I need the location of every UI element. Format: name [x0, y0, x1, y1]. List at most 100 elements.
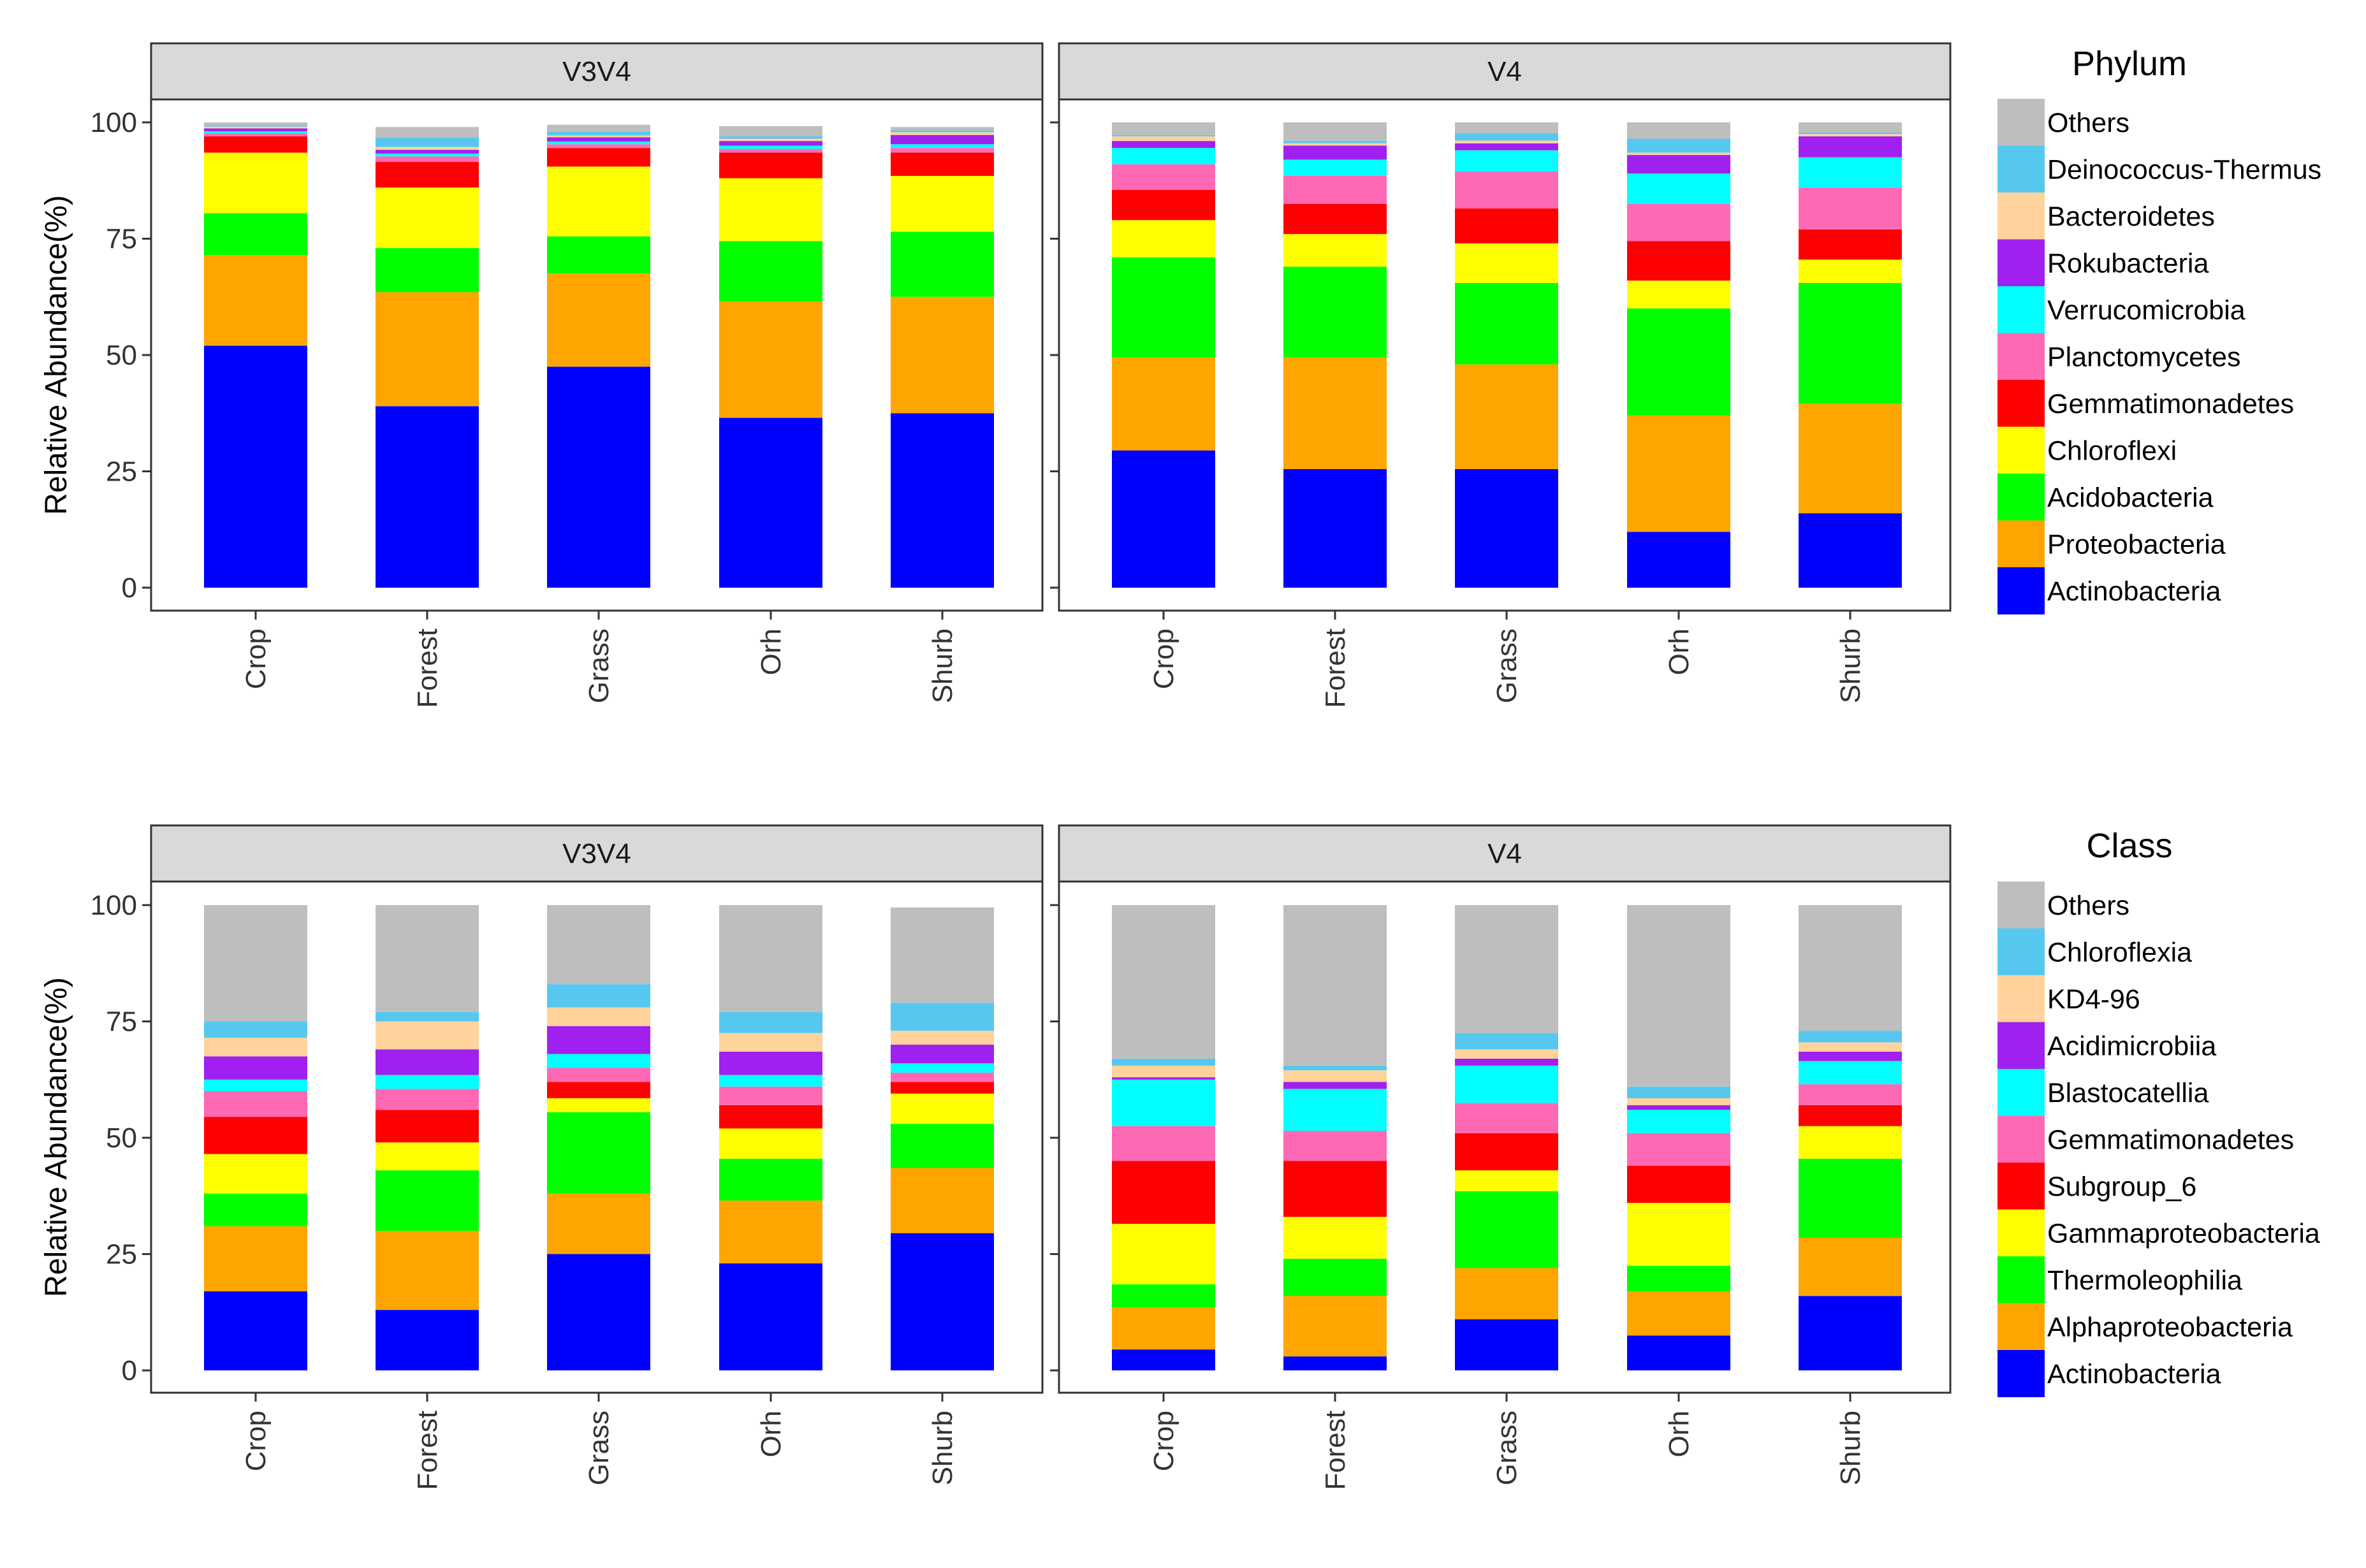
legend-swatch-proteobacteria [1997, 520, 2045, 568]
bar-segment-forest-actinobacteria [376, 406, 479, 588]
bar-segment-orh-rokubacteria [1627, 155, 1730, 174]
bar-segment-shurb-acidimicrobiia [1799, 1051, 1902, 1061]
legend-label-gammaproteobacteria: Gammaproteobacteria [2047, 1219, 2320, 1249]
legend-label-bacteroidetes: Bacteroidetes [2047, 201, 2215, 232]
bar-segment-grass-thermoleophilia [547, 1112, 650, 1194]
bar-segment-orh-thermoleophilia [1627, 1265, 1730, 1291]
facet-strip-label: V3V4 [562, 56, 631, 87]
bar-segment-forest-gemmatimonadetes [1283, 1131, 1387, 1161]
x-tick-label-shurb: Shurb [1835, 628, 1866, 703]
bar-segment-forest-chloroflexia [376, 1012, 479, 1022]
bar-segment-grass-others [1455, 122, 1558, 133]
bar-segment-orh-others [1627, 905, 1730, 1087]
bar-segment-orh-proteobacteria [1627, 415, 1730, 532]
bar-segment-orh-thermoleophilia [719, 1158, 822, 1201]
bar-segment-orh-kd4-96 [719, 1033, 822, 1052]
bar-segment-forest-chloroflexi [1283, 234, 1387, 267]
legend-swatch-thermoleophilia [1997, 1256, 2045, 1303]
bar-segment-grass-deinococcus-thermus [1455, 133, 1558, 141]
bar-segment-forest-actinobacteria [376, 1310, 479, 1370]
bar-segment-orh-planctomycetes [1627, 203, 1730, 242]
bar-segment-shurb-blastocatellia [1799, 1061, 1902, 1085]
bar-segment-crop-chloroflexi [1112, 220, 1215, 258]
bar-segment-forest-planctomycetes [376, 156, 479, 163]
legend-swatch-deinococcus-thermus [1997, 145, 2045, 193]
bar-segment-orh-chloroflexi [719, 178, 822, 242]
bar-segment-shurb-kd4-96 [1799, 1042, 1902, 1052]
bar-segment-forest-kd4-96 [1283, 1070, 1387, 1082]
panel-v4: V4 Crop Forest Grass Orh Shurb [1050, 824, 1952, 1490]
bar-segment-forest-others [1283, 905, 1387, 1066]
bar-segment-crop-alphaproteobacteria [204, 1226, 307, 1291]
bar-segment-shurb-actinobacteria [1799, 1296, 1902, 1370]
bar-segment-grass-others [1455, 905, 1558, 1033]
bar-segment-grass-deinococcus-thermus [547, 131, 650, 136]
bar-segment-crop-proteobacteria [204, 255, 307, 346]
bar-segment-orh-gemmatimonadetes [719, 152, 822, 178]
bar-segment-grass-actinobacteria [1455, 468, 1558, 588]
x-tick-label-grass: Grass [583, 628, 615, 703]
bar-segment-orh-acidobacteria [1627, 309, 1730, 416]
bar-segment-shurb-gemmatimonadetes [891, 1072, 994, 1082]
legend-label-gemmatimonadetes: Gemmatimonadetes [2047, 389, 2294, 419]
x-tick-label-crop: Crop [1148, 628, 1179, 689]
facet-strip-label: V4 [1487, 56, 1522, 87]
bar-segment-forest-subgroup_6 [376, 1110, 479, 1143]
facet-strip-label: V4 [1487, 838, 1522, 869]
bar-segment-shurb-gemmatimonadetes [891, 152, 994, 176]
bar-segment-crop-actinobacteria [1112, 1349, 1215, 1370]
bar-segment-orh-gammaproteobacteria [719, 1128, 822, 1159]
bar-segment-crop-subgroup_6 [204, 1117, 307, 1154]
bar-segment-crop-acidobacteria [1112, 257, 1215, 358]
y-tick-label: 0 [122, 572, 137, 604]
bar-segment-orh-alphaproteobacteria [1627, 1291, 1730, 1336]
facet-strip [1058, 824, 1952, 883]
bar-segment-shurb-subgroup_6 [891, 1082, 994, 1094]
bar-segment-forest-acidobacteria [376, 248, 479, 293]
legend-phylum: Phylum Others Deinococcus-Thermus Bacteroid… [1997, 45, 2321, 614]
y-tick-label: 0 [122, 1355, 137, 1386]
legend-label-acidobacteria: Acidobacteria [2047, 483, 2214, 513]
bar-segment-crop-gemmatimonadetes [204, 136, 307, 153]
bar-segment-crop-actinobacteria [204, 1291, 307, 1370]
legend-label-others: Others [2047, 108, 2129, 138]
legend-label-subgroup_6: Subgroup_6 [2047, 1172, 2196, 1202]
panel-v3v4: V3V4 0 25 50 75 100 Crop Forest Grass Orh Shurb [91, 824, 1044, 1490]
bar-segment-orh-others [1627, 122, 1730, 139]
bar-segment-forest-bacteroidetes [376, 147, 479, 150]
bar-segment-grass-actinobacteria [547, 367, 650, 588]
legend-swatch-actinobacteria [1997, 1350, 2045, 1397]
legend-label-proteobacteria: Proteobacteria [2047, 530, 2226, 560]
plot-panel-border [1058, 98, 1952, 612]
bar-segment-crop-acidimicrobiia [204, 1056, 307, 1080]
bar-segment-forest-verrucomicrobia [376, 153, 479, 157]
bar-segment-forest-acidimicrobiia [376, 1049, 479, 1075]
legend-title: Phylum [2072, 45, 2187, 83]
bar-segment-forest-others [1283, 122, 1387, 142]
bar-segment-crop-rokubacteria [1112, 141, 1215, 149]
legend-swatch-rokubacteria [1997, 239, 2045, 287]
bar-segment-shurb-planctomycetes [1799, 187, 1902, 229]
y-tick-label: 50 [106, 1122, 137, 1154]
bar-segment-forest-deinococcus-thermus [1283, 141, 1387, 143]
bar-segment-grass-alphaproteobacteria [1455, 1268, 1558, 1319]
bar-segment-shurb-alphaproteobacteria [891, 1168, 994, 1233]
bar-segment-forest-chloroflexi [376, 187, 479, 249]
bar-segment-forest-subgroup_6 [1283, 1161, 1387, 1217]
bar-segment-orh-deinococcus-thermus [719, 136, 822, 139]
bar-segment-orh-subgroup_6 [719, 1105, 822, 1129]
bar-segment-orh-bacteroidetes [719, 138, 822, 142]
bar-segment-grass-chloroflexi [1455, 243, 1558, 283]
bar-segment-shurb-actinobacteria [891, 1233, 994, 1370]
bar-segment-grass-subgroup_6 [547, 1082, 650, 1098]
bar-segment-forest-others [376, 905, 479, 1012]
bar-segment-orh-subgroup_6 [1627, 1165, 1730, 1203]
legend-swatch-actinobacteria [1997, 567, 2045, 614]
legend-swatch-others [1997, 99, 2045, 146]
bar-segment-grass-others [547, 124, 650, 132]
bar-segment-shurb-others [1799, 122, 1902, 133]
bar-segment-crop-chloroflexia [204, 1021, 307, 1038]
bar-segment-orh-chloroflexia [1627, 1086, 1730, 1098]
bar-segment-crop-verrucomicrobia [204, 131, 307, 134]
bar-segment-shurb-actinobacteria [891, 413, 994, 588]
